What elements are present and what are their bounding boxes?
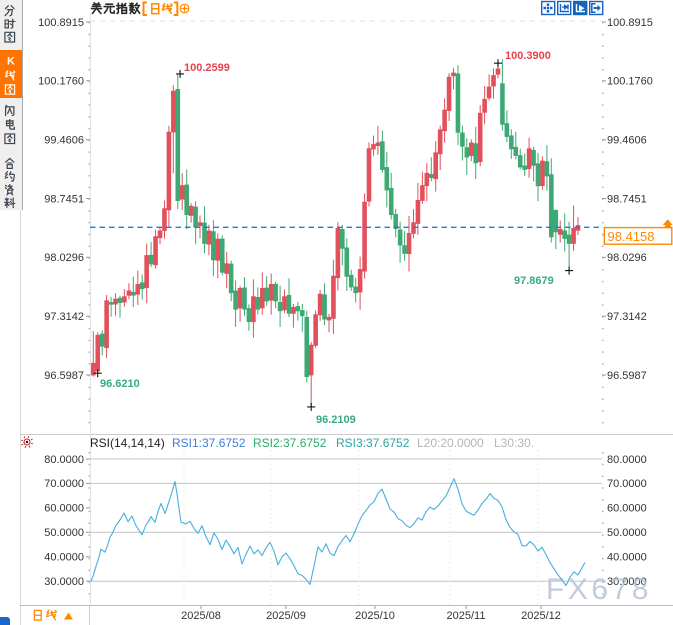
- svg-text:96.6210: 96.6210: [100, 378, 140, 390]
- svg-text:96.2109: 96.2109: [316, 414, 356, 426]
- svg-text:80.0000: 80.0000: [44, 454, 84, 466]
- svg-text:RSI2:37.6752: RSI2:37.6752: [253, 436, 327, 450]
- svg-text:RSI1:37.6752: RSI1:37.6752: [172, 436, 246, 450]
- svg-text:100.1760: 100.1760: [607, 76, 653, 88]
- svg-text:40.0000: 40.0000: [607, 552, 647, 564]
- svg-text:FX678: FX678: [546, 573, 652, 606]
- svg-text:97.8679: 97.8679: [514, 275, 554, 287]
- svg-text:96.5987: 96.5987: [607, 370, 647, 382]
- svg-text:99.4606: 99.4606: [607, 135, 647, 147]
- svg-text:98.0296: 98.0296: [607, 252, 647, 264]
- svg-text:2025/11: 2025/11: [447, 610, 486, 622]
- svg-text:100.2599: 100.2599: [184, 62, 230, 74]
- svg-text:L30:30.: L30:30.: [494, 436, 534, 450]
- svg-text:RSI3:37.6752: RSI3:37.6752: [336, 436, 410, 450]
- svg-text:2025/08: 2025/08: [181, 610, 221, 622]
- svg-text:L20:20.0000: L20:20.0000: [417, 436, 484, 450]
- svg-text:60.0000: 60.0000: [607, 503, 647, 515]
- svg-text:50.0000: 50.0000: [607, 527, 647, 539]
- svg-text:70.0000: 70.0000: [607, 478, 647, 490]
- svg-text:98.7451: 98.7451: [44, 193, 84, 205]
- svg-text:50.0000: 50.0000: [44, 527, 84, 539]
- svg-text:K: K: [7, 56, 15, 68]
- svg-text:60.0000: 60.0000: [44, 503, 84, 515]
- svg-text:2025/09: 2025/09: [266, 610, 306, 622]
- svg-text:2025/10: 2025/10: [355, 610, 395, 622]
- svg-text:70.0000: 70.0000: [44, 478, 84, 490]
- svg-text:RSI(14,14,14): RSI(14,14,14): [90, 436, 165, 450]
- svg-text:2025/12: 2025/12: [521, 610, 561, 622]
- svg-text:100.1760: 100.1760: [38, 76, 84, 88]
- svg-text:40.0000: 40.0000: [44, 552, 84, 564]
- svg-text:98.7451: 98.7451: [607, 193, 647, 205]
- svg-text:100.8915: 100.8915: [38, 17, 84, 29]
- svg-text:80.0000: 80.0000: [607, 454, 647, 466]
- svg-text:98.4158: 98.4158: [608, 229, 655, 244]
- svg-text:99.4606: 99.4606: [44, 135, 84, 147]
- svg-text:97.3142: 97.3142: [607, 311, 647, 323]
- svg-text:100.8915: 100.8915: [607, 17, 653, 29]
- svg-text:97.3142: 97.3142: [44, 311, 84, 323]
- svg-text:96.5987: 96.5987: [44, 370, 84, 382]
- svg-text:98.0296: 98.0296: [44, 252, 84, 264]
- svg-text:100.3900: 100.3900: [505, 50, 551, 62]
- svg-text:30.0000: 30.0000: [607, 576, 647, 588]
- svg-text:30.0000: 30.0000: [44, 576, 84, 588]
